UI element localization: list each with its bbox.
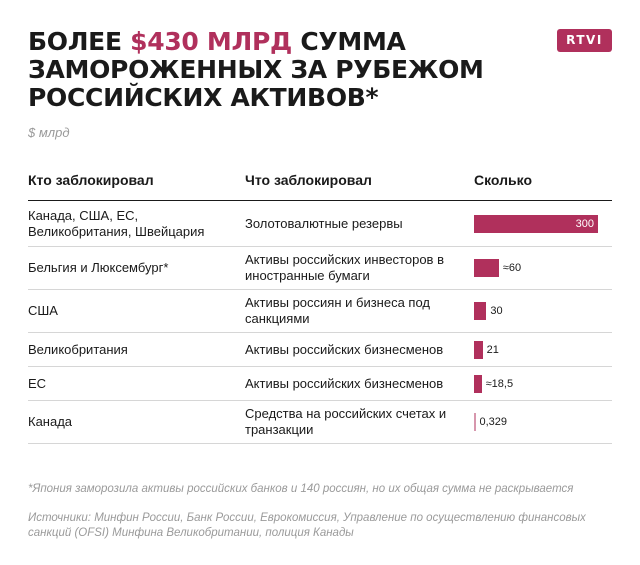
row-amount-cell: 30 (474, 290, 612, 332)
value-bar (474, 259, 499, 277)
table-header: Кто заблокировал Что заблокировал Скольк… (28, 166, 612, 201)
row-who: Канада, США, ЕС, Великобритания, Швейцар… (28, 207, 205, 239)
value-label: ≈60 (502, 262, 522, 274)
column-header-who: Кто заблокировал (28, 172, 154, 188)
sources-note: Источники: Минфин России, Банк России, Е… (28, 512, 586, 539)
value-bar (474, 214, 598, 233)
row-amount-cell: ≈18,5 (474, 367, 612, 400)
rtvi-logo: RTVI (557, 29, 612, 52)
row-what: Золотовалютные резервы (245, 215, 403, 231)
row-amount-cell: ≈60 (474, 247, 612, 289)
row-amount-cell: 0,329 (474, 401, 612, 443)
unit-label: $ млрд (28, 125, 70, 140)
value-label: 0,329 (479, 416, 508, 428)
footnote: *Япония заморозила активы российских бан… (28, 483, 574, 495)
value-bar (474, 302, 487, 320)
row-amount-cell: 300 (474, 201, 612, 246)
table-body: Канада, США, ЕС, Великобритания, Швейцар… (28, 201, 612, 444)
value-label: 300 (575, 217, 594, 230)
table-row: ЕС Активы российских бизнесменов ≈18,5 (28, 367, 612, 401)
value-bar (474, 413, 476, 431)
page-title: Более $430 млрд сумма замороженных за ру… (28, 28, 528, 112)
row-who: Великобритания (28, 341, 128, 357)
title-pre: Более (28, 27, 131, 56)
table-row: Великобритания Активы российских бизнесме… (28, 333, 612, 367)
row-who: США (28, 303, 58, 318)
row-what: Активы россиян и бизнеса под санкциями (245, 295, 430, 326)
value-label: 30 (490, 305, 503, 317)
column-header-what: Что заблокировал (245, 172, 372, 188)
data-table: Кто заблокировал Что заблокировал Скольк… (28, 166, 612, 444)
value-label: ≈18,5 (485, 377, 514, 390)
table-row: Бельгия и Люксембург* Активы российских и… (28, 247, 612, 290)
title-post: сумма замороженных за рубежом российских… (28, 27, 484, 112)
title-accent: $430 млрд (130, 27, 292, 56)
row-what: Средства на российских счетах и транзакц… (245, 406, 447, 437)
row-what: Активы российских бизнесменов (245, 375, 444, 391)
row-what: Активы российских инвесторов в иностранн… (245, 252, 444, 283)
row-who: Канада (28, 414, 73, 429)
column-header-amount: Сколько (474, 172, 533, 188)
value-bar (474, 340, 483, 359)
value-label: 21 (486, 343, 499, 356)
table-row: США Активы россиян и бизнеса под санкциям… (28, 290, 612, 333)
row-what: Активы российских бизнесменов (245, 341, 444, 357)
table-row: Канада, США, ЕС, Великобритания, Швейцар… (28, 201, 612, 247)
row-who: Бельгия и Люксембург* (28, 260, 169, 275)
table-row: Канада Средства на российских счетах и тр… (28, 401, 612, 444)
row-who: ЕС (28, 375, 47, 391)
row-amount-cell: 21 (474, 333, 612, 366)
value-bar (474, 374, 482, 393)
